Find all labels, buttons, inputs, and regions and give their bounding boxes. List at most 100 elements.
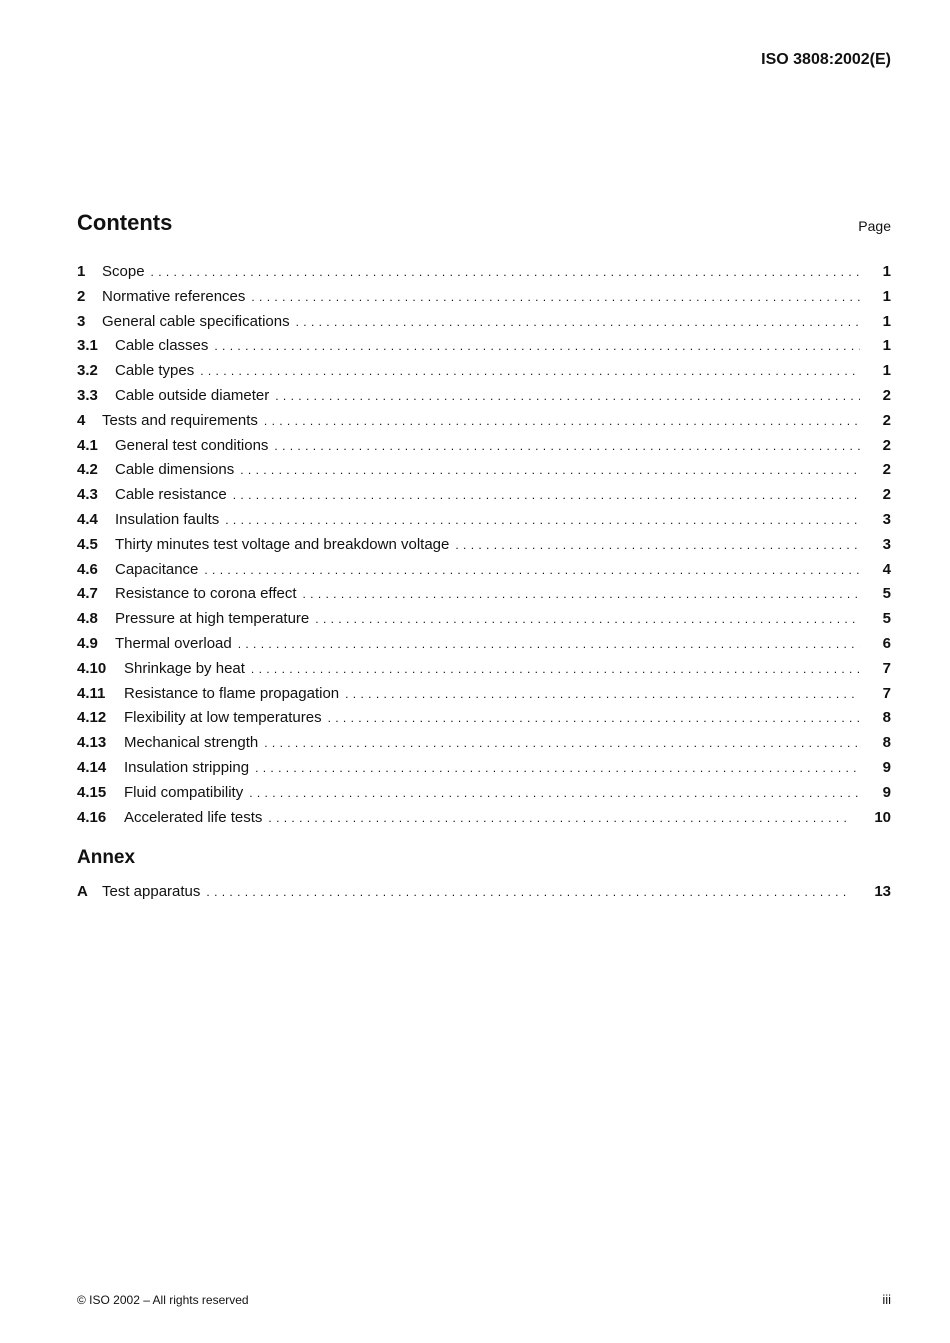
entry-number: 4.8 [77, 610, 98, 628]
dot-leader: . . . . . . . . . . . . . . . . . . . . … [240, 463, 860, 478]
entry-page: 3 [882, 535, 891, 553]
entry-page: 7 [882, 659, 891, 677]
entry-label: Capacitance [115, 560, 199, 578]
entry-page: 9 [882, 783, 891, 801]
dot-leader: . . . . . . . . . . . . . . . . . . . . … [237, 637, 860, 651]
entry-page: 8 [882, 709, 891, 727]
entry-page: 1 [882, 312, 891, 330]
dot-leader: . . . . . . . . . . . . . . . . . . . . … [315, 612, 860, 627]
dot-leader: . . . . . . . . . . . . . . . . . . . . … [268, 810, 851, 825]
dot-leader: . . . . . . . . . . . . . . . . . . . . … [345, 686, 860, 701]
entry-page: 1 [882, 337, 891, 355]
entry-page: 4 [882, 560, 891, 578]
dot-leader: . . . . . . . . . . . . . . . . . . . . … [214, 339, 860, 354]
entry-page: 2 [882, 436, 891, 454]
dot-leader: . . . . . . . . . . . . . . . . . . . . … [264, 736, 860, 751]
toc-entry[interactable]: 3.2 Cable types . . . . . . . . . . . . . … [77, 361, 891, 381]
entry-number: 4.3 [77, 486, 98, 504]
entry-number: 3.2 [77, 362, 98, 380]
entry-label: Fluid compatibility [124, 783, 244, 801]
entry-page: 1 [882, 287, 891, 305]
entry-label: Pressure at high temperature [115, 610, 310, 628]
toc-entry[interactable]: A Test apparatus . . . . . . . . . . . . .… [77, 882, 891, 902]
entry-page: 13 [874, 883, 891, 900]
contents-title: Contents [77, 210, 173, 235]
entry-number: 4.12 [77, 709, 107, 727]
entry-page: 2 [882, 411, 891, 429]
entry-page: 2 [882, 486, 891, 504]
dot-leader: . . . . . . . . . . . . . . . . . . . . … [204, 562, 860, 577]
entry-page: 2 [882, 387, 891, 404]
toc-entry[interactable]: 4.10 Shrinkage by heat . . . . . . . . . .… [77, 659, 891, 679]
toc-entry[interactable]: 4.12 Flexibility at low temperatures . . .… [77, 708, 891, 728]
entry-number: 1 [77, 263, 86, 280]
dot-leader: . . . . . . . . . . . . . . . . . . . . … [295, 314, 860, 329]
entry-page: 2 [882, 461, 891, 479]
dot-leader: . . . . . . . . . . . . . . . . . . . . … [327, 711, 860, 726]
entry-page: 5 [882, 610, 891, 628]
entry-page: 5 [882, 585, 891, 603]
entry-number: 4.2 [77, 461, 98, 479]
entry-label: Cable classes [115, 337, 209, 355]
entry-number: 4.4 [77, 511, 98, 528]
dot-leader: . . . . . . . . . . . . . . . . . . . . … [225, 513, 860, 527]
document-id: ISO 3808:2002(E) [761, 51, 891, 68]
entry-number: 4.1 [77, 436, 98, 454]
toc-entry[interactable]: 4.4 Insulation faults . . . . . . . . . . … [77, 510, 891, 530]
entry-number: 4.15 [77, 783, 107, 801]
entry-label: Thirty minutes test voltage and breakdow… [115, 535, 450, 553]
toc-entry[interactable]: 4.15 Fluid compatibility . . . . . . . . .… [77, 783, 891, 803]
entry-number: 4.6 [77, 560, 98, 578]
toc-entry[interactable]: 3.1 Cable classes . . . . . . . . . . . . … [77, 336, 891, 356]
toc-entry[interactable]: 4.2 Cable dimensions . . . . . . . . . . .… [77, 460, 891, 480]
dot-leader: . . . . . . . . . . . . . . . . . . . . … [455, 537, 860, 552]
annex-title: Annex [77, 847, 136, 868]
toc-entry[interactable]: 3 General cable specifications . . . . . .… [77, 312, 891, 332]
entry-number: 4.9 [77, 635, 98, 652]
dot-leader: . . . . . . . . . . . . . . . . . . . . … [200, 364, 860, 379]
entry-page: 6 [882, 635, 891, 652]
entry-number: 4.16 [77, 808, 107, 826]
dot-leader: . . . . . . . . . . . . . . . . . . . . … [150, 265, 860, 279]
entry-number: 4.5 [77, 535, 98, 553]
entry-page: 9 [882, 759, 891, 776]
toc-entry[interactable]: 4.1 General test conditions . . . . . . . … [77, 436, 891, 456]
toc-entry[interactable]: 4.3 Cable resistance . . . . . . . . . . .… [77, 485, 891, 505]
dot-leader: . . . . . . . . . . . . . . . . . . . . … [251, 289, 860, 304]
entry-label: Thermal overload [115, 635, 232, 652]
toc-entry[interactable]: 1 Scope . . . . . . . . . . . . . . . . . … [77, 262, 891, 282]
entry-number: 4.11 [77, 684, 106, 702]
toc-entry[interactable]: 4.5 Thirty minutes test voltage and break… [77, 535, 891, 555]
entry-page: 1 [882, 362, 891, 380]
toc-entry[interactable]: 4.6 Capacitance . . . . . . . . . . . . . … [77, 560, 891, 580]
dot-leader: . . . . . . . . . . . . . . . . . . . . … [232, 488, 860, 503]
dot-leader: . . . . . . . . . . . . . . . . . . . . … [274, 438, 860, 453]
toc-entry[interactable]: 4.16 Accelerated life tests . . . . . . . … [77, 808, 891, 828]
entry-number: 4 [77, 411, 86, 429]
dot-leader: . . . . . . . . . . . . . . . . . . . . … [206, 885, 851, 899]
toc-entry[interactable]: 4 Tests and requirements . . . . . . . . .… [77, 411, 891, 431]
toc-entry[interactable]: 4.9 Thermal overload . . . . . . . . . . .… [77, 634, 891, 654]
entry-number: 3.3 [77, 387, 98, 404]
entry-label: General test conditions [115, 436, 269, 454]
toc-entry[interactable]: 4.13 Mechanical strength . . . . . . . . .… [77, 733, 891, 753]
page-column-label: Page [858, 218, 891, 234]
entry-label: Cable outside diameter [115, 387, 270, 404]
toc-entry[interactable]: 4.8 Pressure at high temperature . . . . .… [77, 609, 891, 629]
toc-entry[interactable]: 4.11 Resistance to flame propagation . . .… [77, 684, 891, 704]
entry-label: Accelerated life tests [124, 808, 263, 826]
entry-number: 4.14 [77, 759, 107, 776]
entry-number: 3.1 [77, 337, 98, 355]
entry-label: Normative references [102, 287, 246, 305]
entry-label: Cable resistance [115, 486, 227, 504]
entry-label: Resistance to flame propagation [124, 684, 340, 702]
toc-entry[interactable]: 2 Normative references . . . . . . . . . .… [77, 287, 891, 307]
toc-entry[interactable]: 3.3 Cable outside diameter . . . . . . . .… [77, 386, 891, 406]
copyright: © ISO 2002 – All rights reserved [77, 1293, 249, 1307]
entry-label: Tests and requirements [102, 411, 258, 429]
toc-entry[interactable]: 4.7 Resistance to corona effect . . . . . … [77, 584, 891, 604]
entry-page: 8 [882, 734, 891, 752]
entry-label: Resistance to corona effect [115, 585, 297, 603]
toc-entry[interactable]: 4.14 Insulation stripping . . . . . . . . … [77, 758, 891, 778]
